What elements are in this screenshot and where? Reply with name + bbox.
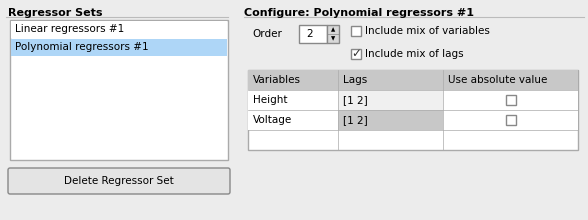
- Bar: [299, 25, 327, 43]
- Bar: [327, 25, 339, 43]
- Text: Include mix of lags: Include mix of lags: [365, 49, 463, 59]
- Text: ✓: ✓: [351, 48, 361, 60]
- Text: Lags: Lags: [343, 75, 368, 85]
- Text: [1 2]: [1 2]: [343, 95, 368, 105]
- Text: Configure: Polynomial regressors #1: Configure: Polynomial regressors #1: [244, 8, 474, 18]
- Bar: [351, 49, 361, 59]
- Text: Use absolute value: Use absolute value: [448, 75, 547, 85]
- Text: Polynomial regressors #1: Polynomial regressors #1: [15, 42, 149, 53]
- Text: Order: Order: [252, 29, 282, 39]
- Text: 2: 2: [307, 29, 313, 39]
- Bar: [351, 26, 361, 36]
- Bar: [10, 20, 228, 160]
- Bar: [506, 115, 516, 125]
- Text: ▼: ▼: [331, 36, 335, 41]
- Text: Voltage: Voltage: [253, 115, 292, 125]
- Bar: [338, 90, 443, 110]
- Bar: [248, 70, 578, 90]
- Text: [1 2]: [1 2]: [343, 115, 368, 125]
- Bar: [506, 95, 516, 105]
- Bar: [248, 70, 578, 150]
- Bar: [338, 110, 443, 130]
- Text: Height: Height: [253, 95, 288, 105]
- Text: Linear regressors #1: Linear regressors #1: [15, 24, 124, 35]
- Text: Variables: Variables: [253, 75, 301, 85]
- Text: Delete Regressor Set: Delete Regressor Set: [64, 176, 174, 186]
- Bar: [248, 110, 578, 130]
- Text: Regressor Sets: Regressor Sets: [8, 8, 102, 18]
- Text: ▲: ▲: [331, 27, 335, 32]
- Bar: [11, 39, 227, 56]
- Bar: [11, 21, 227, 38]
- Text: Include mix of variables: Include mix of variables: [365, 26, 490, 36]
- FancyBboxPatch shape: [8, 168, 230, 194]
- Bar: [248, 90, 578, 110]
